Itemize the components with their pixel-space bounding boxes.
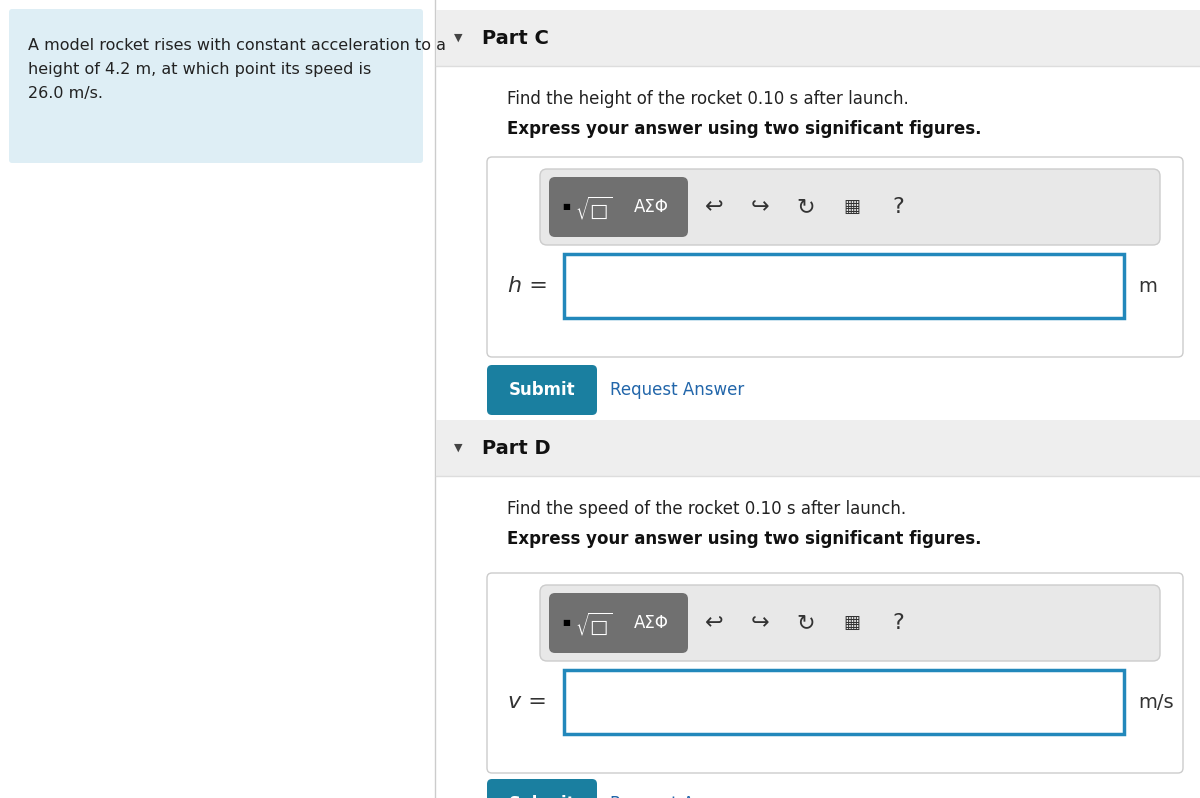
Text: ■: ■ xyxy=(562,203,570,211)
Text: Part D: Part D xyxy=(482,438,551,457)
Text: height of 4.2 m, at which point its speed is: height of 4.2 m, at which point its spee… xyxy=(28,62,371,77)
Text: Submit: Submit xyxy=(509,381,575,399)
Text: $\sqrt{□}$: $\sqrt{□}$ xyxy=(575,610,613,638)
FancyBboxPatch shape xyxy=(487,365,598,415)
FancyBboxPatch shape xyxy=(550,593,623,653)
Text: m: m xyxy=(1138,276,1157,295)
Bar xyxy=(436,10,1200,66)
Text: A model rocket rises with constant acceleration to a: A model rocket rises with constant accel… xyxy=(28,38,446,53)
Text: ↩: ↩ xyxy=(704,197,724,217)
Text: $\sqrt{□}$: $\sqrt{□}$ xyxy=(575,195,613,222)
Text: ΑΣΦ: ΑΣΦ xyxy=(634,614,668,632)
Text: 26.0 m/s.: 26.0 m/s. xyxy=(28,86,103,101)
FancyBboxPatch shape xyxy=(540,169,1160,245)
Text: ■: ■ xyxy=(562,618,570,627)
FancyBboxPatch shape xyxy=(487,573,1183,773)
Bar xyxy=(436,420,1200,476)
FancyBboxPatch shape xyxy=(614,177,688,237)
Text: ▼: ▼ xyxy=(454,443,462,453)
Text: Request Answer: Request Answer xyxy=(610,381,744,399)
FancyBboxPatch shape xyxy=(487,779,598,798)
Text: ↩: ↩ xyxy=(704,613,724,633)
Text: Express your answer using two significant figures.: Express your answer using two significan… xyxy=(508,530,982,548)
Text: ?: ? xyxy=(892,613,904,633)
Text: Part C: Part C xyxy=(482,29,548,48)
Bar xyxy=(564,254,1124,318)
FancyBboxPatch shape xyxy=(550,177,623,237)
FancyBboxPatch shape xyxy=(10,9,424,163)
Text: Request Answer: Request Answer xyxy=(610,795,744,798)
Text: Find the height of the rocket 0.10 s after launch.: Find the height of the rocket 0.10 s aft… xyxy=(508,90,908,108)
FancyBboxPatch shape xyxy=(487,157,1183,357)
Text: ▦: ▦ xyxy=(844,198,860,216)
Text: ▦: ▦ xyxy=(844,614,860,632)
Text: Express your answer using two significant figures.: Express your answer using two significan… xyxy=(508,120,982,138)
Text: ↪: ↪ xyxy=(751,613,769,633)
Text: h =: h = xyxy=(508,276,548,296)
Text: ?: ? xyxy=(892,197,904,217)
Bar xyxy=(564,670,1124,734)
Text: ▼: ▼ xyxy=(454,33,462,43)
Text: ↻: ↻ xyxy=(797,197,815,217)
Text: ↪: ↪ xyxy=(751,197,769,217)
Text: ΑΣΦ: ΑΣΦ xyxy=(634,198,668,216)
Text: m/s: m/s xyxy=(1138,693,1174,712)
Text: Submit: Submit xyxy=(509,795,575,798)
FancyBboxPatch shape xyxy=(614,593,688,653)
Text: v =: v = xyxy=(508,692,547,712)
Text: ↻: ↻ xyxy=(797,613,815,633)
FancyBboxPatch shape xyxy=(540,585,1160,661)
Text: Find the speed of the rocket 0.10 s after launch.: Find the speed of the rocket 0.10 s afte… xyxy=(508,500,906,518)
